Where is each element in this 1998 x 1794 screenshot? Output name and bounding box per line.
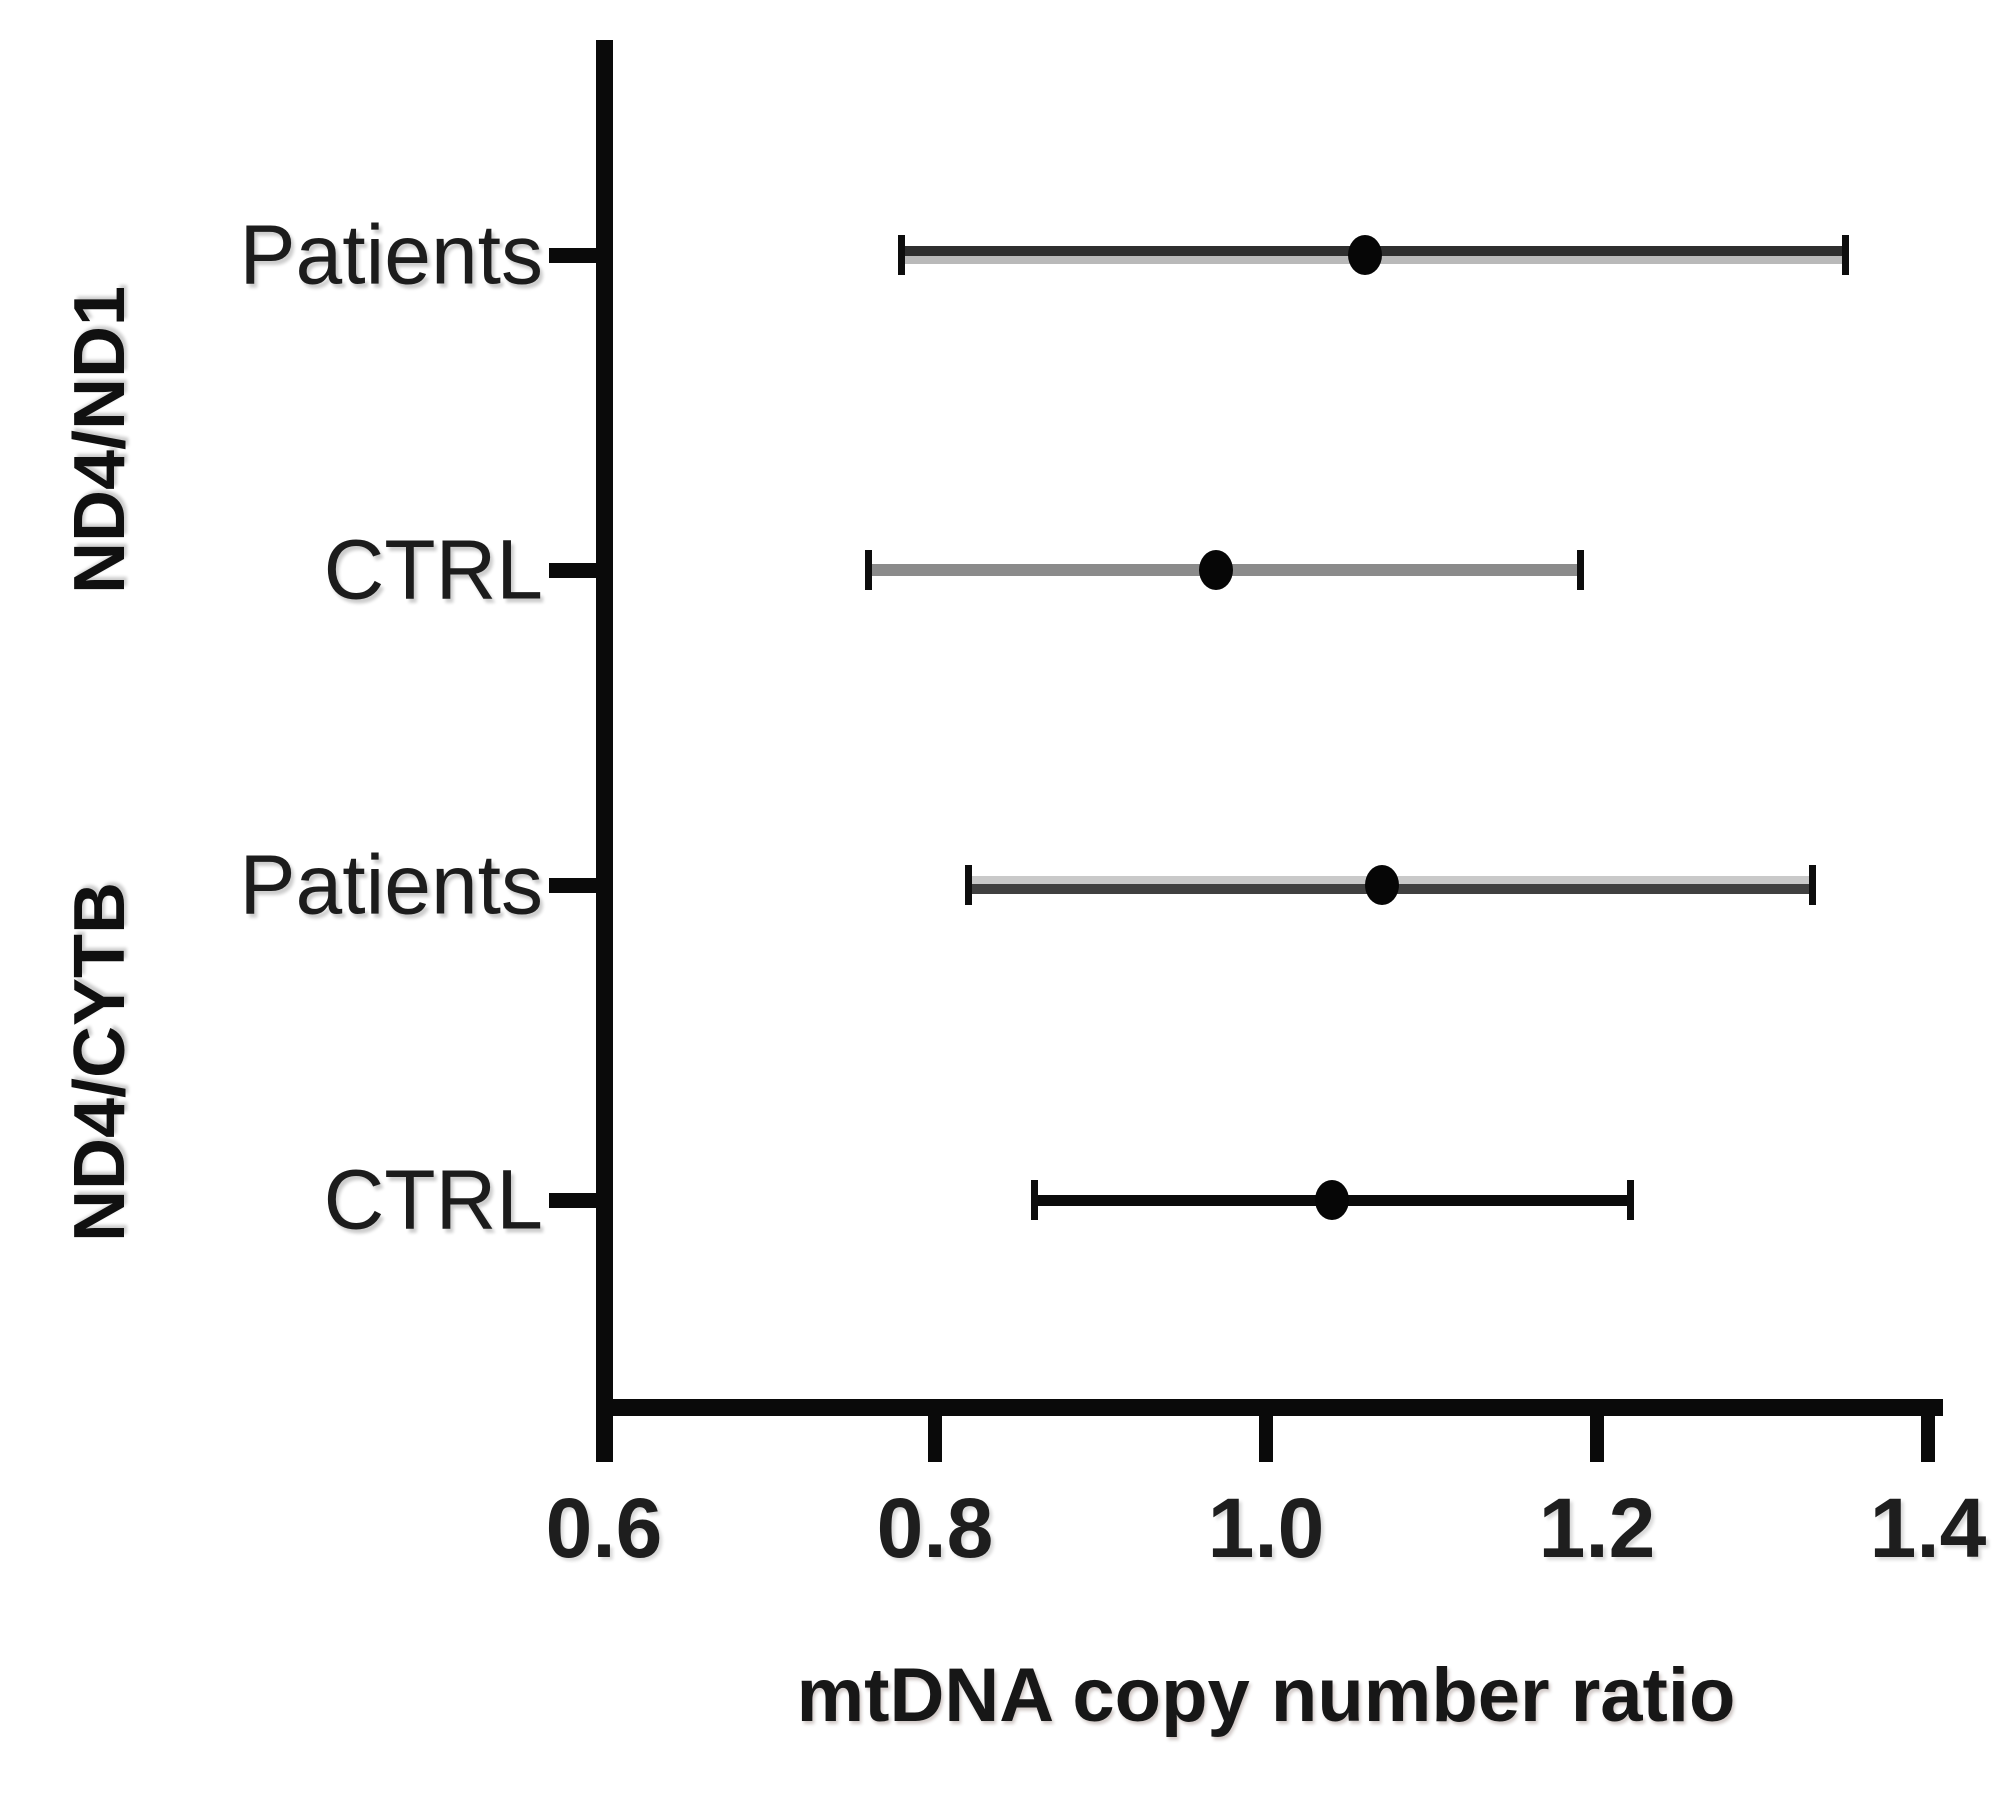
error-bar-cap-right (1576, 550, 1584, 590)
y-tick (549, 1192, 596, 1208)
x-tick (1259, 1416, 1273, 1462)
error-bar-cap-left (964, 865, 972, 905)
mean-point (1199, 550, 1234, 590)
x-tick (597, 1416, 611, 1462)
x-tick (1590, 1416, 1604, 1462)
row-label: Patients (239, 207, 543, 302)
x-axis-title: mtDNA copy number ratio (796, 1653, 1736, 1738)
x-tick-label: 1.2 (1538, 1481, 1656, 1575)
error-bar-cap-right (1808, 865, 1816, 905)
y-tick (549, 247, 596, 263)
group-label-nd4-cytb: ND4/CYTB (60, 881, 140, 1243)
mean-point (1348, 235, 1383, 275)
x-tick-label: 1.0 (1207, 1481, 1325, 1575)
y-axis-line (596, 40, 613, 1462)
y-tick (549, 877, 596, 893)
mean-point (1364, 865, 1399, 905)
error-bar-cap-left (1030, 1180, 1038, 1220)
x-tick (928, 1416, 942, 1462)
y-tick (549, 562, 596, 578)
mean-point (1315, 1180, 1350, 1220)
error-bar-cap-left (865, 550, 873, 590)
error-bar-cap-left (898, 235, 906, 275)
x-tick-label: 0.8 (876, 1481, 994, 1575)
row-label: CTRL (323, 1152, 543, 1247)
error-bar-cap-right (1841, 235, 1849, 275)
x-tick-label: 1.4 (1869, 1481, 1987, 1575)
row-label: CTRL (323, 522, 543, 617)
error-bar-cap-right (1626, 1180, 1634, 1220)
x-axis-line (596, 1399, 1943, 1416)
x-tick (1921, 1416, 1935, 1462)
x-tick-label: 0.6 (545, 1481, 663, 1575)
row-label: Patients (239, 837, 543, 932)
group-label-nd4-nd1: ND4/ND1 (60, 285, 140, 595)
